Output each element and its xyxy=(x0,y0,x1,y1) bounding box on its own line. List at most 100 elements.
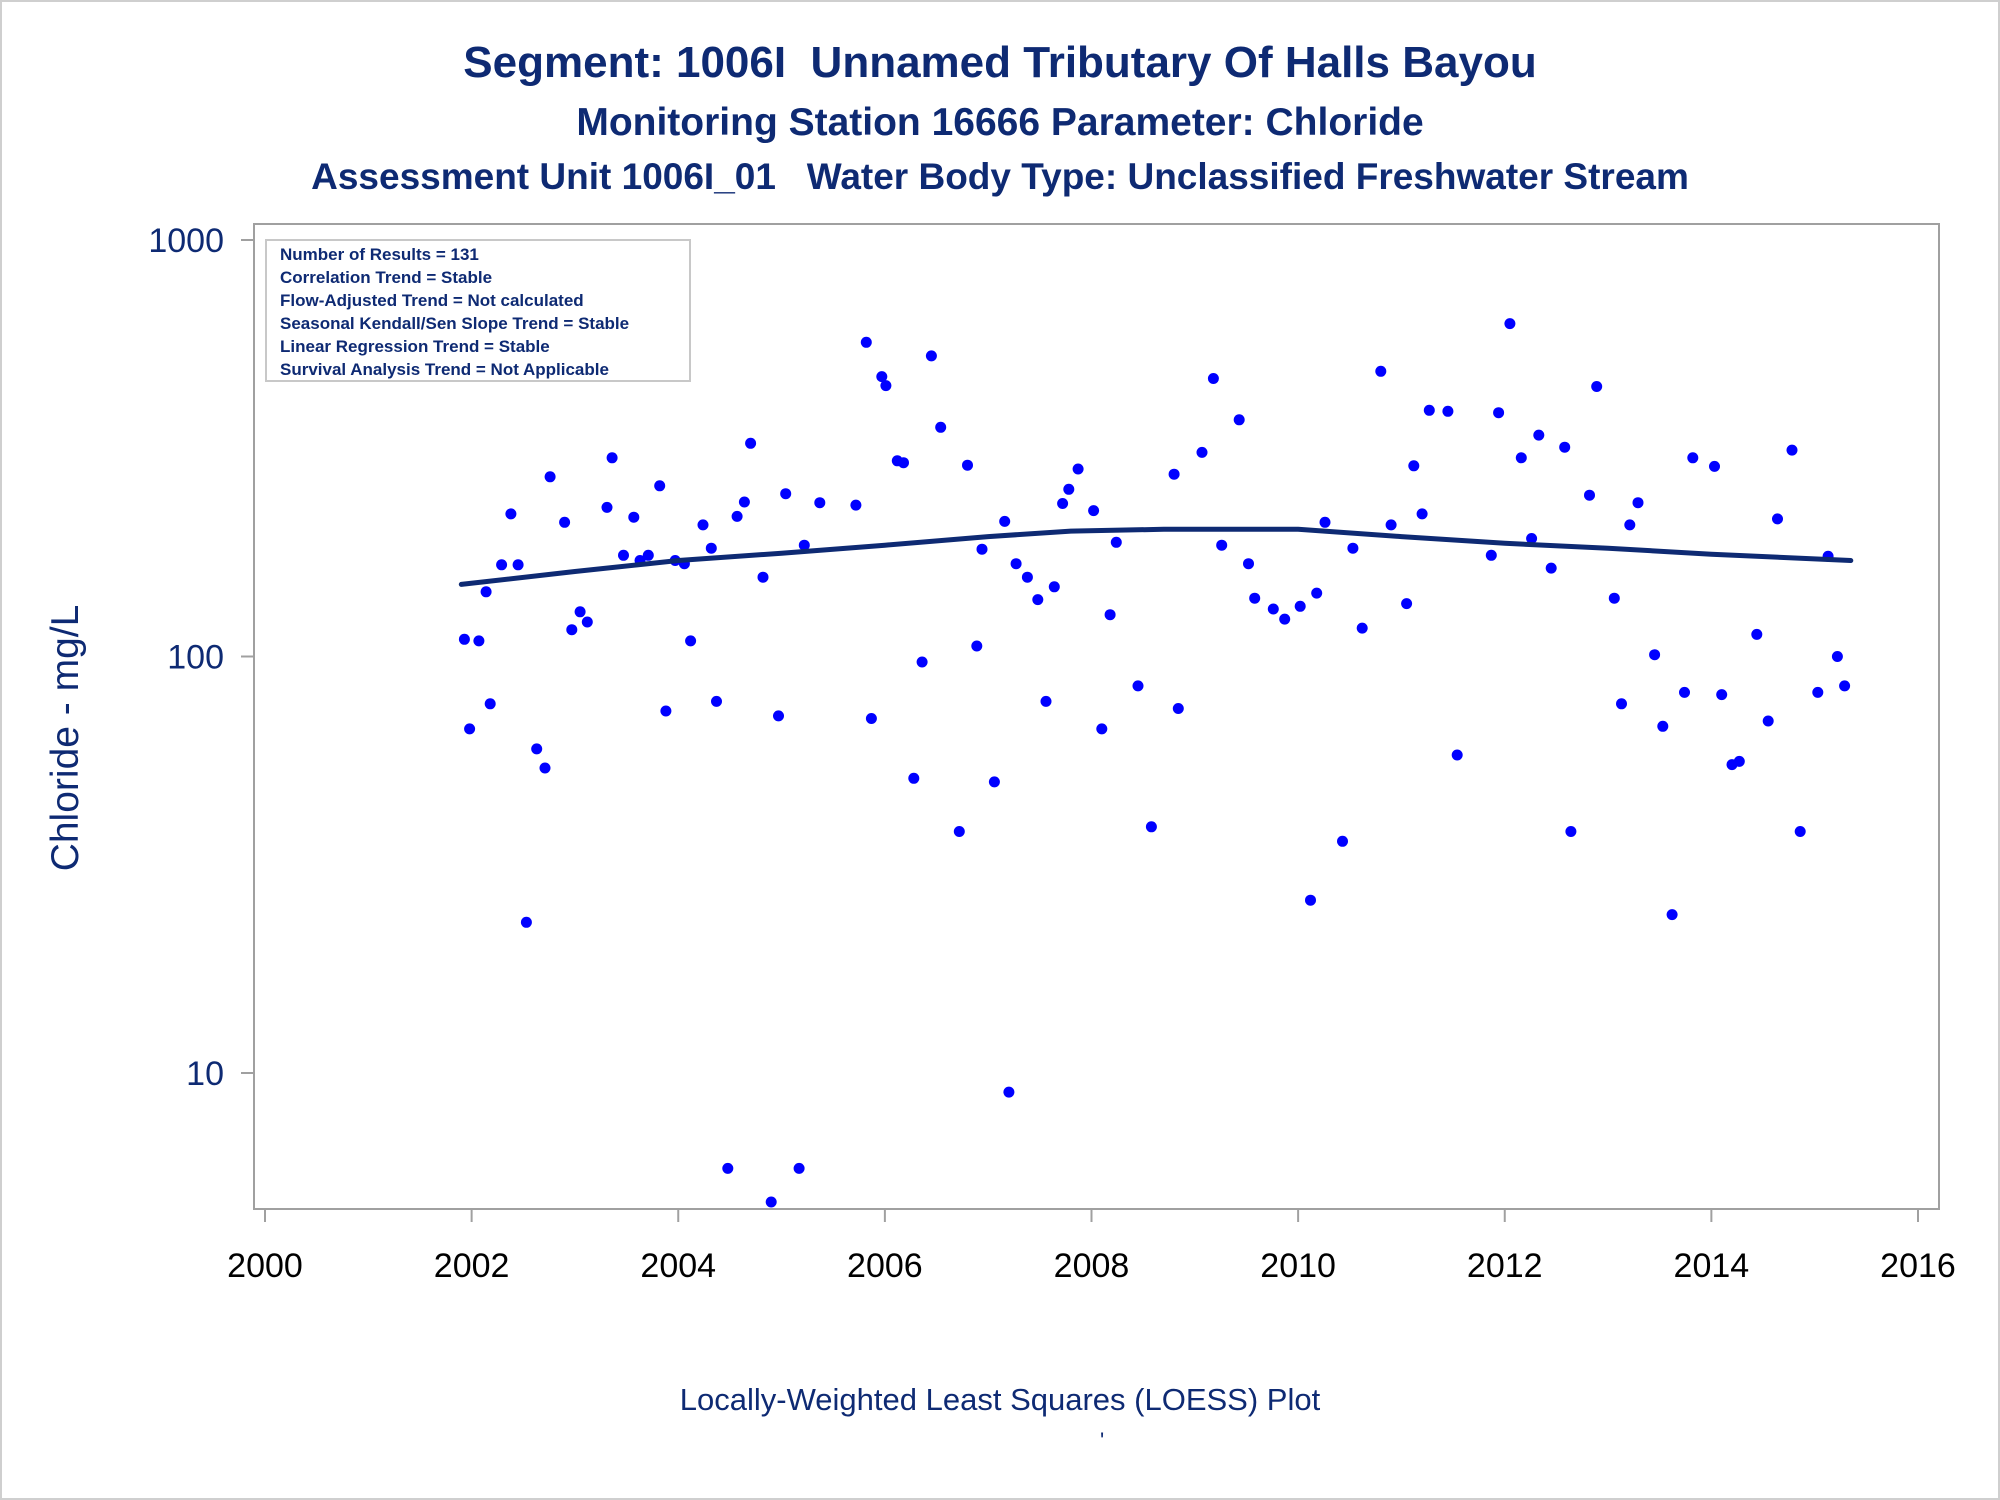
data-point xyxy=(544,471,556,483)
data-point xyxy=(660,705,672,717)
data-point xyxy=(1145,821,1157,833)
data-point xyxy=(1751,628,1763,640)
data-point xyxy=(925,350,937,362)
data-point xyxy=(988,776,1000,788)
y-axis: 10 100 1000 xyxy=(148,222,255,1209)
data-point xyxy=(1616,698,1627,710)
data-point xyxy=(1831,651,1843,662)
trend-summary-line: Flow-Adjusted Trend = Not calculated xyxy=(280,291,584,310)
data-point xyxy=(745,437,757,449)
data-point xyxy=(1401,598,1413,610)
data-point xyxy=(935,421,947,433)
data-point xyxy=(1375,365,1387,377)
data-point xyxy=(1584,489,1595,501)
data-point xyxy=(1624,519,1636,531)
y-tick-label: 10 xyxy=(186,1055,224,1093)
data-point xyxy=(1733,755,1745,767)
data-point xyxy=(1485,549,1497,561)
data-point xyxy=(1786,444,1798,456)
trend-summary-line: Linear Regression Trend = Stable xyxy=(280,337,550,356)
data-point xyxy=(628,511,640,523)
data-point xyxy=(1493,407,1505,419)
data-point xyxy=(539,762,551,774)
data-point xyxy=(505,508,517,520)
data-point xyxy=(1279,613,1291,625)
y-tick-label: 1000 xyxy=(148,222,224,260)
data-point xyxy=(1416,508,1428,520)
data-point xyxy=(876,371,888,383)
data-point xyxy=(880,380,892,392)
footnote-mark: ' xyxy=(1100,1428,1105,1453)
trend-summary-line: Seasonal Kendall/Sen Slope Trend = Stabl… xyxy=(280,314,629,333)
data-point xyxy=(1311,587,1323,599)
loess-trend-line xyxy=(458,526,1854,587)
x-tick-label: 2014 xyxy=(1674,1247,1750,1285)
data-point xyxy=(738,496,750,508)
data-point xyxy=(1096,723,1108,735)
data-point xyxy=(1608,592,1620,604)
data-point xyxy=(1762,715,1774,727)
data-point xyxy=(850,499,862,511)
data-point xyxy=(1132,680,1144,692)
data-point xyxy=(1526,533,1538,544)
data-point xyxy=(814,497,826,509)
data-point xyxy=(1196,446,1208,458)
y-axis-label: Chloride - mg/L xyxy=(44,605,87,872)
data-point xyxy=(757,571,769,583)
data-point xyxy=(1515,452,1527,464)
data-point xyxy=(1207,373,1219,384)
data-point xyxy=(1794,826,1806,837)
data-point xyxy=(1216,539,1228,551)
data-point xyxy=(642,549,654,561)
data-point xyxy=(1812,686,1824,698)
data-point xyxy=(898,457,909,469)
x-axis: 2000 2002 2004 2006 2008 2010 2012 2014 2016 xyxy=(227,1208,1956,1285)
data-point xyxy=(1305,894,1316,906)
trend-summary-line: Number of Results = 131 xyxy=(280,245,479,264)
x-tick-label: 2000 xyxy=(227,1247,303,1285)
data-point xyxy=(520,916,532,928)
data-point xyxy=(1104,609,1116,621)
chart-footnote: Locally-Weighted Least Squares (LOESS) P… xyxy=(679,1382,1321,1417)
data-point xyxy=(1451,749,1463,761)
data-point xyxy=(1356,622,1368,634)
data-point xyxy=(531,743,543,755)
data-point xyxy=(1337,835,1348,847)
trend-summary-line: Survival Analysis Trend = Not Applicable xyxy=(280,360,609,379)
data-point xyxy=(916,656,928,668)
data-point xyxy=(999,515,1011,527)
data-point xyxy=(697,519,709,531)
data-point xyxy=(1423,404,1435,416)
data-point xyxy=(606,452,618,464)
data-point xyxy=(1249,592,1261,604)
x-tick-label: 2004 xyxy=(640,1247,716,1285)
data-point xyxy=(705,542,717,554)
data-point xyxy=(484,698,496,710)
data-point xyxy=(1063,483,1075,495)
data-point xyxy=(601,501,613,513)
data-point xyxy=(1632,497,1644,509)
data-point xyxy=(1504,318,1516,330)
data-point xyxy=(1110,536,1122,548)
data-point xyxy=(1088,505,1100,517)
data-point xyxy=(559,516,571,528)
x-tick-label: 2016 xyxy=(1880,1247,1956,1285)
chart-subtitle-2: Assessment Unit 1006I_01 Water Body Type… xyxy=(311,156,1689,197)
data-point xyxy=(566,624,578,636)
data-point xyxy=(1545,562,1557,574)
data-point xyxy=(765,1196,777,1208)
plot-content xyxy=(458,318,1854,1208)
chart-subtitle: Monitoring Station 16666 Parameter: Chlo… xyxy=(576,101,1424,144)
data-point xyxy=(908,772,920,784)
data-point xyxy=(1032,594,1044,606)
data-point xyxy=(1010,558,1022,570)
data-point xyxy=(512,559,524,571)
data-point xyxy=(860,336,872,348)
data-point xyxy=(731,510,743,522)
data-point xyxy=(654,480,666,492)
data-point xyxy=(1040,695,1052,707)
data-point xyxy=(581,616,593,628)
chart-title: Segment: 1006I Unnamed Tributary Of Hall… xyxy=(463,38,1537,87)
data-point xyxy=(1168,468,1180,480)
